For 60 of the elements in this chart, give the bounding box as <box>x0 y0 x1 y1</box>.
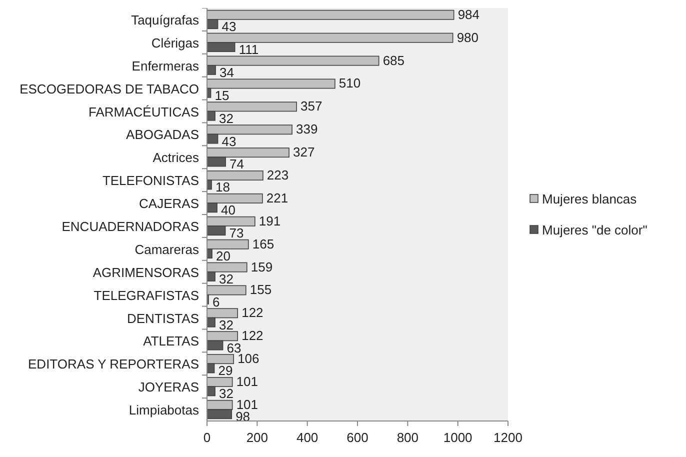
data-label: 15 <box>214 88 230 103</box>
y-tick-label: ENCUADERNADORAS <box>62 218 200 234</box>
x-tick-label: 0 <box>203 430 211 445</box>
legend-label: Mujeres "de color" <box>542 222 648 238</box>
y-tick-label: AGRIMENSORAS <box>92 264 200 280</box>
y-tick-label: ATLETAS <box>143 334 200 349</box>
y-tick-label: FARMACÉUTICAS <box>88 104 200 120</box>
data-label: 159 <box>250 259 273 274</box>
data-label: 43 <box>222 134 236 149</box>
data-label: 34 <box>220 64 234 80</box>
y-tick-label: Enfermeras <box>132 58 200 74</box>
data-label: 32 <box>219 110 234 126</box>
data-label: 111 <box>238 42 259 58</box>
y-tick-label: TELEGRAFISTAS <box>94 288 200 303</box>
data-label: 339 <box>296 122 318 137</box>
y-tick-label: Clérigas <box>151 35 200 50</box>
y-tick-label: DENTISTAS <box>127 310 200 326</box>
data-label: 40 <box>221 202 236 218</box>
data-label: 685 <box>382 52 405 68</box>
y-tick-label: Actrices <box>152 150 200 166</box>
data-label: 32 <box>219 386 234 402</box>
data-label: 74 <box>230 156 244 172</box>
y-tick-label: Taquígrafas <box>131 12 200 28</box>
data-label: 122 <box>242 328 264 344</box>
data-label: 223 <box>266 167 289 182</box>
data-label: 43 <box>222 19 236 34</box>
x-tick-label: 800 <box>396 430 419 445</box>
data-label: 101 <box>236 374 258 389</box>
x-tick-label: 600 <box>346 430 368 445</box>
y-tick-label: TELEFONISTAS <box>102 173 200 188</box>
data-label: 32 <box>219 271 234 286</box>
x-tick-label: 1200 <box>494 430 522 445</box>
data-label: 122 <box>242 305 264 320</box>
x-tick-label: 1000 <box>443 430 472 445</box>
y-tick-label: Limpiabotas <box>128 402 200 418</box>
data-label: 32 <box>219 317 234 332</box>
x-tick-label: 400 <box>296 430 318 445</box>
y-tick-label: EDITORAS Y REPORTERAS <box>28 356 200 372</box>
data-label: 165 <box>252 236 274 252</box>
data-label: 510 <box>338 76 361 91</box>
data-label: 984 <box>458 6 480 22</box>
data-label: 73 <box>229 226 244 241</box>
x-tick-label: 200 <box>246 430 268 445</box>
data-label: 357 <box>300 98 322 114</box>
data-label: 20 <box>216 248 230 264</box>
y-tick-label: Camareras <box>134 242 200 257</box>
data-label: 155 <box>250 282 272 298</box>
data-label: 18 <box>216 180 230 195</box>
y-tick-label: CAJERAS <box>139 196 200 212</box>
data-label: 327 <box>293 144 315 160</box>
legend-label: Mujeres blancas <box>542 192 638 206</box>
data-label: 101 <box>236 396 258 412</box>
data-label: 221 <box>266 190 288 206</box>
y-tick-label: ABOGADAS <box>126 127 200 142</box>
data-label: 191 <box>258 213 281 228</box>
data-label: 980 <box>456 30 479 45</box>
data-label: 29 <box>218 363 233 378</box>
data-label: 6 <box>212 294 220 310</box>
y-tick-label: JOYERAS <box>138 380 200 395</box>
y-tick-label: ESCOGEDORAS DE TABACO <box>20 81 199 96</box>
